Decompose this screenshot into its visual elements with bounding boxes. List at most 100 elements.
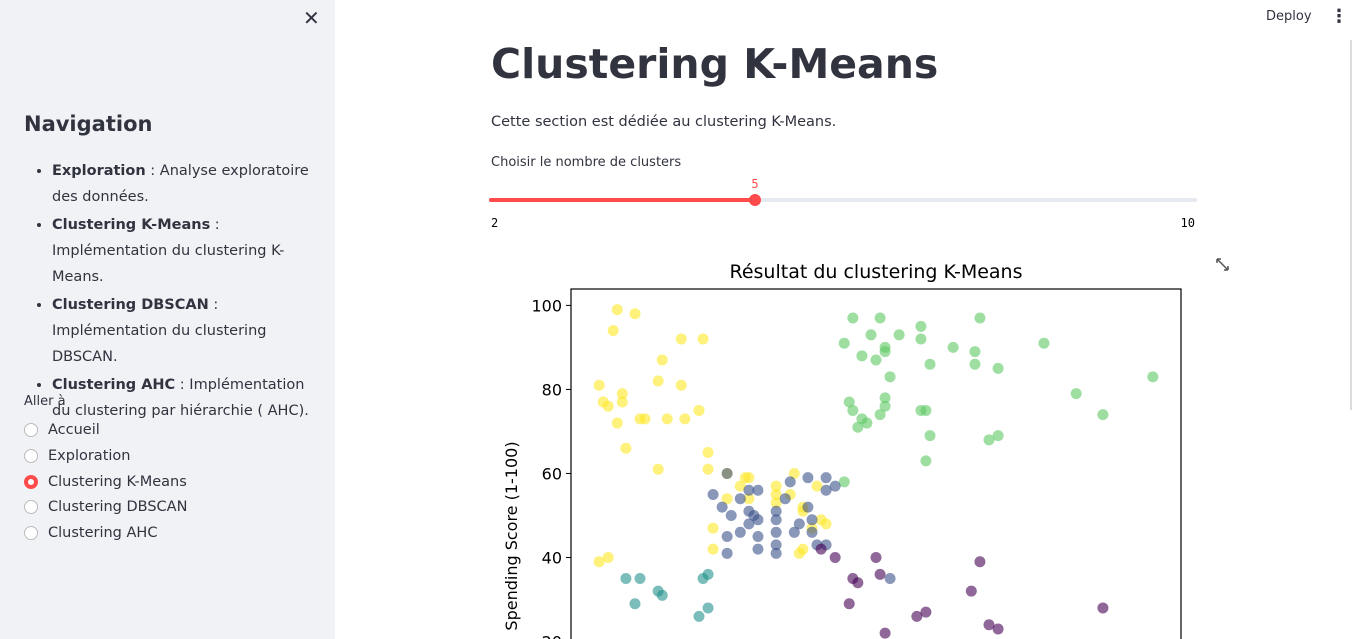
scatter-point: [652, 463, 664, 475]
nav-term: Clustering K-Means: [52, 217, 211, 233]
scatter-point: [639, 413, 651, 425]
nav-term: Clustering DBSCAN: [52, 297, 209, 313]
scatter-point: [965, 585, 977, 597]
nav-term: Exploration: [52, 163, 146, 179]
scatter-point: [806, 514, 818, 526]
scatter-point: [874, 568, 886, 580]
scatter-point: [793, 547, 805, 559]
close-button[interactable]: ✕: [303, 6, 320, 30]
scatter-point: [829, 480, 841, 492]
scatter-point: [1097, 602, 1109, 614]
scatter-point: [947, 341, 959, 353]
scatter-point: [675, 333, 687, 345]
scatter-point: [969, 346, 981, 358]
radio-option[interactable]: Clustering K-Means: [24, 474, 187, 490]
deploy-button[interactable]: Deploy: [1266, 9, 1312, 24]
slider-max: 10: [1181, 216, 1195, 230]
scatter-point: [734, 493, 746, 505]
scatter-point: [924, 358, 936, 370]
scatter-point: [852, 577, 864, 589]
scatter-point: [770, 547, 782, 559]
scatter-point: [915, 333, 927, 345]
scatter-point: [743, 518, 755, 530]
scatter-point: [865, 329, 877, 341]
scatter-point: [829, 552, 841, 564]
scatter-point: [697, 333, 709, 345]
scatter-point: [743, 472, 755, 484]
scatter-point: [721, 467, 733, 479]
radio-option[interactable]: Accueil: [24, 422, 100, 438]
sidebar: ✕ Navigation Exploration : Analyse explo…: [0, 0, 335, 639]
scatter-point: [820, 472, 832, 484]
scatter-point: [879, 400, 891, 412]
scatter-point: [992, 430, 1004, 442]
scatter-point: [856, 350, 868, 362]
scatter-point: [602, 400, 614, 412]
scatter-point: [770, 526, 782, 538]
scatter-point: [629, 598, 641, 610]
scatter-point: [992, 362, 1004, 374]
expand-icon[interactable]: [1216, 258, 1229, 271]
scatter-point: [820, 518, 832, 530]
nav-heading: Navigation: [24, 112, 153, 136]
scatter-point: [743, 493, 755, 505]
axes-frame: [570, 288, 1182, 639]
nav-item: Clustering K-Means : Implémentation du c…: [52, 212, 314, 290]
scatter-point: [983, 434, 995, 446]
scatter-point: [847, 404, 859, 416]
scatter-point: [879, 627, 891, 639]
nav-desc: : Implémentation du clustering DBSCAN.: [52, 297, 267, 365]
scatter-point: [870, 354, 882, 366]
scatter-point: [721, 493, 733, 505]
scatter-point: [702, 446, 714, 458]
radio-option[interactable]: Exploration: [24, 448, 130, 464]
scatter-point: [974, 312, 986, 324]
scatter-point: [784, 476, 796, 488]
scrollbar: [1350, 40, 1352, 410]
scatter-point: [752, 484, 764, 496]
scatter-point: [634, 573, 646, 585]
scatter-point: [893, 329, 905, 341]
scatter-point: [752, 514, 764, 526]
nav-item: Clustering DBSCAN : Implémentation du cl…: [52, 292, 314, 370]
scatter-point: [770, 514, 782, 526]
y-tick-label: 100: [531, 296, 562, 315]
scatter-point: [616, 388, 628, 400]
slider-min: 2: [491, 216, 498, 230]
scatter-point: [884, 371, 896, 383]
radio-dot: [24, 500, 38, 515]
y-tick-label: 40: [542, 549, 562, 568]
radio-option[interactable]: Clustering DBSCAN: [24, 499, 187, 515]
scatter-point: [1097, 409, 1109, 421]
scatter-point: [702, 463, 714, 475]
scatter-point: [702, 602, 714, 614]
scatter-point: [743, 484, 755, 496]
scatter-point: [879, 392, 891, 404]
scatter-point: [788, 526, 800, 538]
scatter-point: [1070, 388, 1082, 400]
radio-dot: [24, 474, 38, 489]
scatter-point: [788, 467, 800, 479]
scatter-point: [734, 480, 746, 492]
scatter-point: [693, 610, 705, 622]
scatter-point: [793, 518, 805, 530]
scatter-point: [861, 417, 873, 429]
scatter-point: [770, 488, 782, 500]
intro-text: Cette section est dédiée au clustering K…: [491, 114, 837, 130]
scatter-point: [1147, 371, 1159, 383]
radio-option[interactable]: Clustering AHC: [24, 525, 157, 541]
scatter-point: [1038, 337, 1050, 349]
scatter-point: [920, 455, 932, 467]
y-axis-label: Spending Score (1-100): [502, 441, 521, 630]
scatter-point: [806, 526, 818, 538]
slider-handle[interactable]: [749, 194, 761, 206]
scatter-point: [874, 409, 886, 421]
scatter-point: [716, 501, 728, 513]
menu-button[interactable]: ⋮: [1330, 6, 1348, 27]
radio-label: Aller à: [24, 394, 66, 409]
scatter-point: [920, 404, 932, 416]
scatter-point: [707, 488, 719, 500]
scatter-point: [593, 556, 605, 568]
